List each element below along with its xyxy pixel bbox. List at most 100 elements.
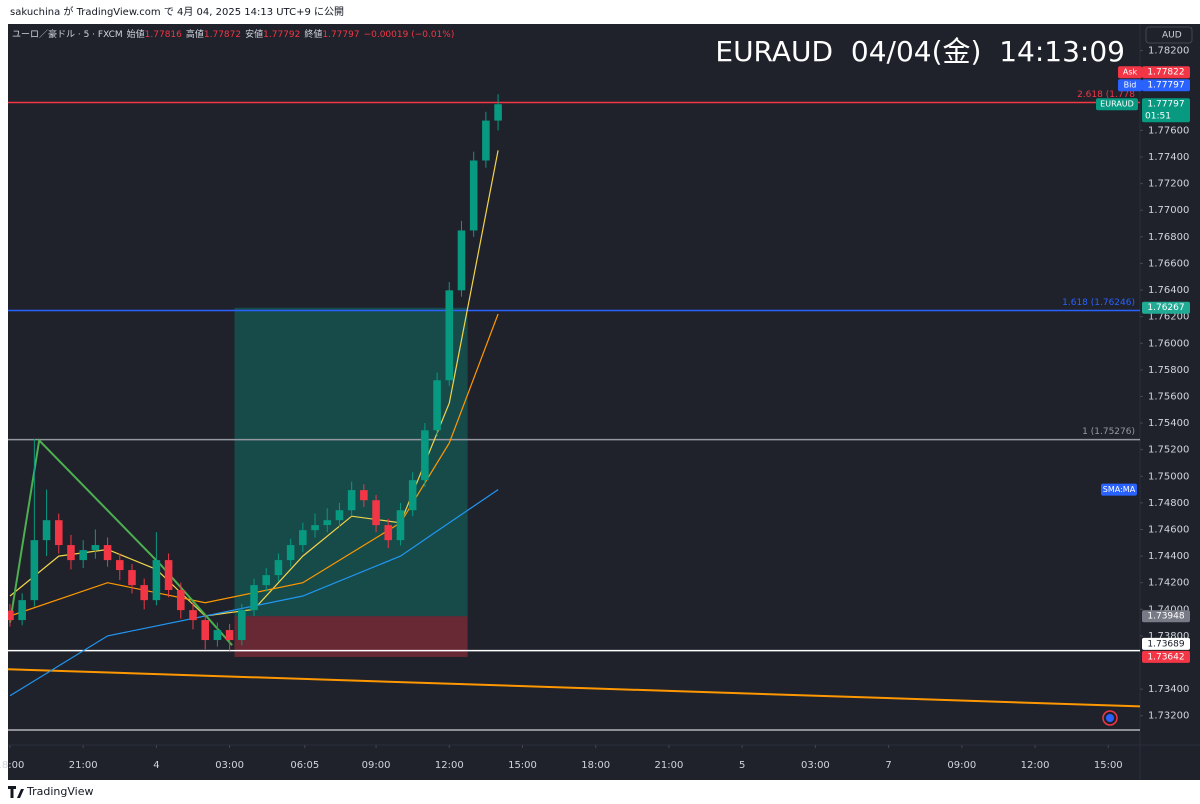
candle-body	[347, 490, 356, 511]
y-tick-label: 1.74400	[1148, 551, 1189, 562]
level-label: 2.618 (1.778	[1077, 90, 1135, 100]
x-tick-label: 12:00	[435, 760, 464, 771]
symbol: ユーロ／豪ドル · 5 · FXCM	[12, 28, 123, 40]
y-tick-label: 1.77200	[1148, 179, 1189, 190]
candle-body	[250, 585, 258, 611]
close-label: 終値	[304, 28, 322, 40]
footer-brand: TradingView	[26, 785, 93, 798]
candle-body	[469, 160, 478, 231]
y-tick-label: 1.76000	[1148, 338, 1189, 349]
candle-body	[494, 104, 502, 121]
y-tick-label: 1.77600	[1148, 125, 1189, 136]
candle-body	[67, 545, 75, 561]
plot-area	[8, 94, 1140, 708]
candle-body	[42, 520, 51, 541]
candle-body	[396, 510, 405, 541]
open-value: 1.77816	[145, 30, 182, 40]
footer	[0, 780, 1200, 804]
y-tick-label: 1.74000	[1148, 604, 1189, 615]
alert-icon-core	[1106, 714, 1114, 722]
y-tick-label: 1.77000	[1148, 205, 1189, 216]
price-label-text: 1.76267	[1147, 303, 1184, 313]
price-tag-text: EURAUD	[1100, 100, 1134, 109]
candle-body	[335, 510, 344, 521]
x-tick-label: 03:00	[215, 760, 244, 771]
price-label	[1142, 301, 1190, 314]
x-tick-label: 06:05	[290, 760, 319, 771]
y-tick-label: 1.76800	[1148, 232, 1189, 243]
ma-tag-label: SMA:MA	[1103, 485, 1136, 494]
candle-body	[372, 500, 380, 526]
price-label-countdown: 01:51	[1145, 112, 1171, 122]
price-tag-text: Ask	[1123, 68, 1138, 77]
y-tick-label: 1.76200	[1148, 312, 1189, 323]
candle-body	[103, 545, 112, 561]
candle-body	[408, 480, 417, 511]
legend-line: ユーロ／豪ドル · 5 · FXCM 始値1.77816 高値1.77872 安値1.…	[12, 28, 454, 40]
price-label-text: 1.73689	[1147, 639, 1184, 649]
price-label	[1142, 650, 1190, 663]
candle-body	[140, 585, 148, 601]
candle-body	[54, 520, 63, 546]
price-label	[1142, 637, 1190, 650]
currency-button-label[interactable]: AUD	[1162, 31, 1182, 41]
price-label-text: 1.77797	[1147, 100, 1184, 110]
price-tag-text: Bid	[1124, 81, 1137, 90]
trendline	[8, 668, 1140, 708]
x-tick-label: 18:00	[0, 760, 24, 771]
change: −0.00019 (−0.01%)	[364, 30, 455, 40]
candle-body	[8, 610, 14, 621]
level-label: 1.618 (1.76246)	[1062, 298, 1135, 308]
currency-button[interactable]	[1145, 26, 1193, 44]
candle-body	[274, 560, 283, 576]
position-target	[234, 307, 468, 617]
y-tick-label: 1.73200	[1148, 711, 1189, 722]
y-tick-label: 1.74600	[1148, 524, 1189, 535]
x-tick-label: 12:00	[1021, 760, 1050, 771]
x-tick-label: 09:00	[362, 760, 391, 771]
candle-body	[91, 545, 100, 551]
candle-body	[128, 570, 136, 586]
x-tick-label: 21:00	[69, 760, 98, 771]
overlay-title: EURAUD 04/04(金) 14:13:09	[715, 35, 1125, 68]
price-label	[1142, 98, 1190, 123]
candle-body	[164, 560, 173, 591]
price-label	[1142, 610, 1190, 623]
candle-body	[225, 630, 234, 641]
y-tick-label: 1.78200	[1148, 46, 1189, 57]
candle-body	[177, 590, 185, 611]
candle-body	[152, 560, 161, 601]
price-label-text: 1.73642	[1147, 652, 1184, 662]
high-label: 高値	[186, 28, 204, 40]
candle-body	[201, 620, 209, 641]
moving-average	[9, 313, 499, 617]
x-tick-label: 15:00	[1094, 760, 1123, 771]
x-tick-label: 09:00	[947, 760, 976, 771]
ma-tag	[1101, 483, 1137, 496]
candle-body	[384, 525, 393, 541]
candle-body	[421, 430, 429, 481]
alert-icon[interactable]	[1102, 710, 1118, 726]
candle-body	[299, 530, 307, 546]
candle-body	[30, 540, 39, 601]
legend: ユーロ／豪ドル · 5 · FXCM 始値1.77816 高値1.77872 安値1.…	[12, 28, 454, 40]
y-tick-label: 1.75600	[1148, 391, 1189, 402]
open-label: 始値	[127, 28, 145, 40]
price-label-text: 1.77822	[1147, 68, 1184, 78]
candle-body	[286, 545, 295, 561]
price-label-text: 1.73948	[1147, 612, 1184, 622]
high-value: 1.77872	[204, 30, 241, 40]
zigzag-line	[9, 438, 233, 646]
level-label: 1 (1.75276)	[1082, 427, 1135, 437]
y-tick-label: 1.76600	[1148, 258, 1189, 269]
y-tick-label: 1.75400	[1148, 418, 1189, 429]
price-label-text: 1.77797	[1147, 81, 1184, 91]
low-value: 1.77792	[263, 30, 300, 40]
y-tick-label: 1.75200	[1148, 445, 1189, 456]
x-tick-label: 4	[153, 760, 159, 771]
candle-body	[445, 290, 454, 381]
price-tag	[1118, 79, 1142, 92]
x-tick-label: 15:00	[508, 760, 537, 771]
